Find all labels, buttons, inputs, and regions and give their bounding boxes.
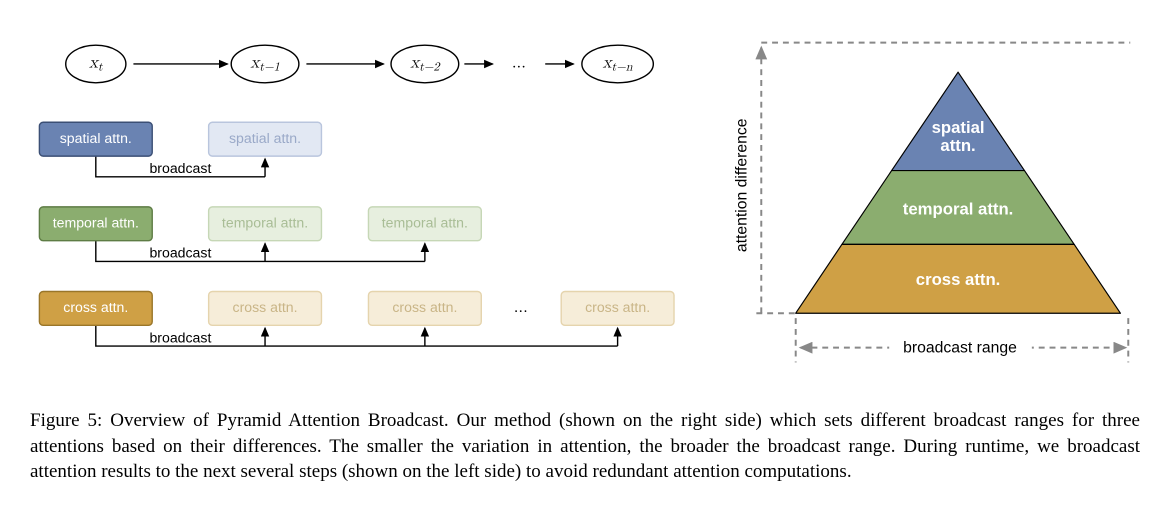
temporal-broadcast-hline xyxy=(96,241,425,262)
pyramid-temporal-label: temporal attn. xyxy=(903,199,1014,218)
temporal-broadcast-label: broadcast xyxy=(149,245,211,261)
cross-box-3-label: cross attn. xyxy=(585,299,650,315)
timestep-nodes-row: xt xt−1 xt−2 ... xt−n xyxy=(66,45,654,83)
spatial-box-1-label: spatial attn. xyxy=(229,130,301,146)
cross-broadcast-label: broadcast xyxy=(149,329,211,345)
cross-row-ellipsis: ... xyxy=(514,299,528,316)
y-axis-label: attention difference xyxy=(733,118,750,252)
spatial-row: broadcast spatial attn. spatial attn. xyxy=(39,122,321,177)
cross-box-1-label: cross attn. xyxy=(233,299,298,315)
cross-row: broadcast cross attn. cross attn. cross … xyxy=(39,291,674,346)
cross-box-0-label: cross attn. xyxy=(63,299,128,315)
right-pyramid-diagram: attention difference spatialattn. tempor… xyxy=(717,20,1140,390)
temporal-box-2-label: temporal attn. xyxy=(382,215,468,231)
temporal-row: broadcast temporal attn. temporal attn. … xyxy=(39,207,481,262)
spatial-broadcast-label: broadcast xyxy=(149,160,211,176)
node-ellipsis: ... xyxy=(512,55,526,72)
left-svg: xt xt−1 xt−2 ... xt−n broadcast xyxy=(30,20,707,390)
cross-box-2-label: cross attn. xyxy=(392,299,457,315)
temporal-box-0-label: temporal attn. xyxy=(53,215,139,231)
figure-container: xt xt−1 xt−2 ... xt−n broadcast xyxy=(30,20,1140,390)
figure-caption: Figure 5: Overview of Pyramid Attention … xyxy=(30,408,1140,485)
x-axis-label: broadcast range xyxy=(903,340,1017,357)
left-broadcast-diagram: xt xt−1 xt−2 ... xt−n broadcast xyxy=(30,20,707,390)
right-svg: attention difference spatialattn. tempor… xyxy=(717,20,1140,390)
pyramid-cross-label: cross attn. xyxy=(916,270,1001,289)
spatial-box-0-label: spatial attn. xyxy=(60,130,132,146)
temporal-box-1-label: temporal attn. xyxy=(222,215,308,231)
